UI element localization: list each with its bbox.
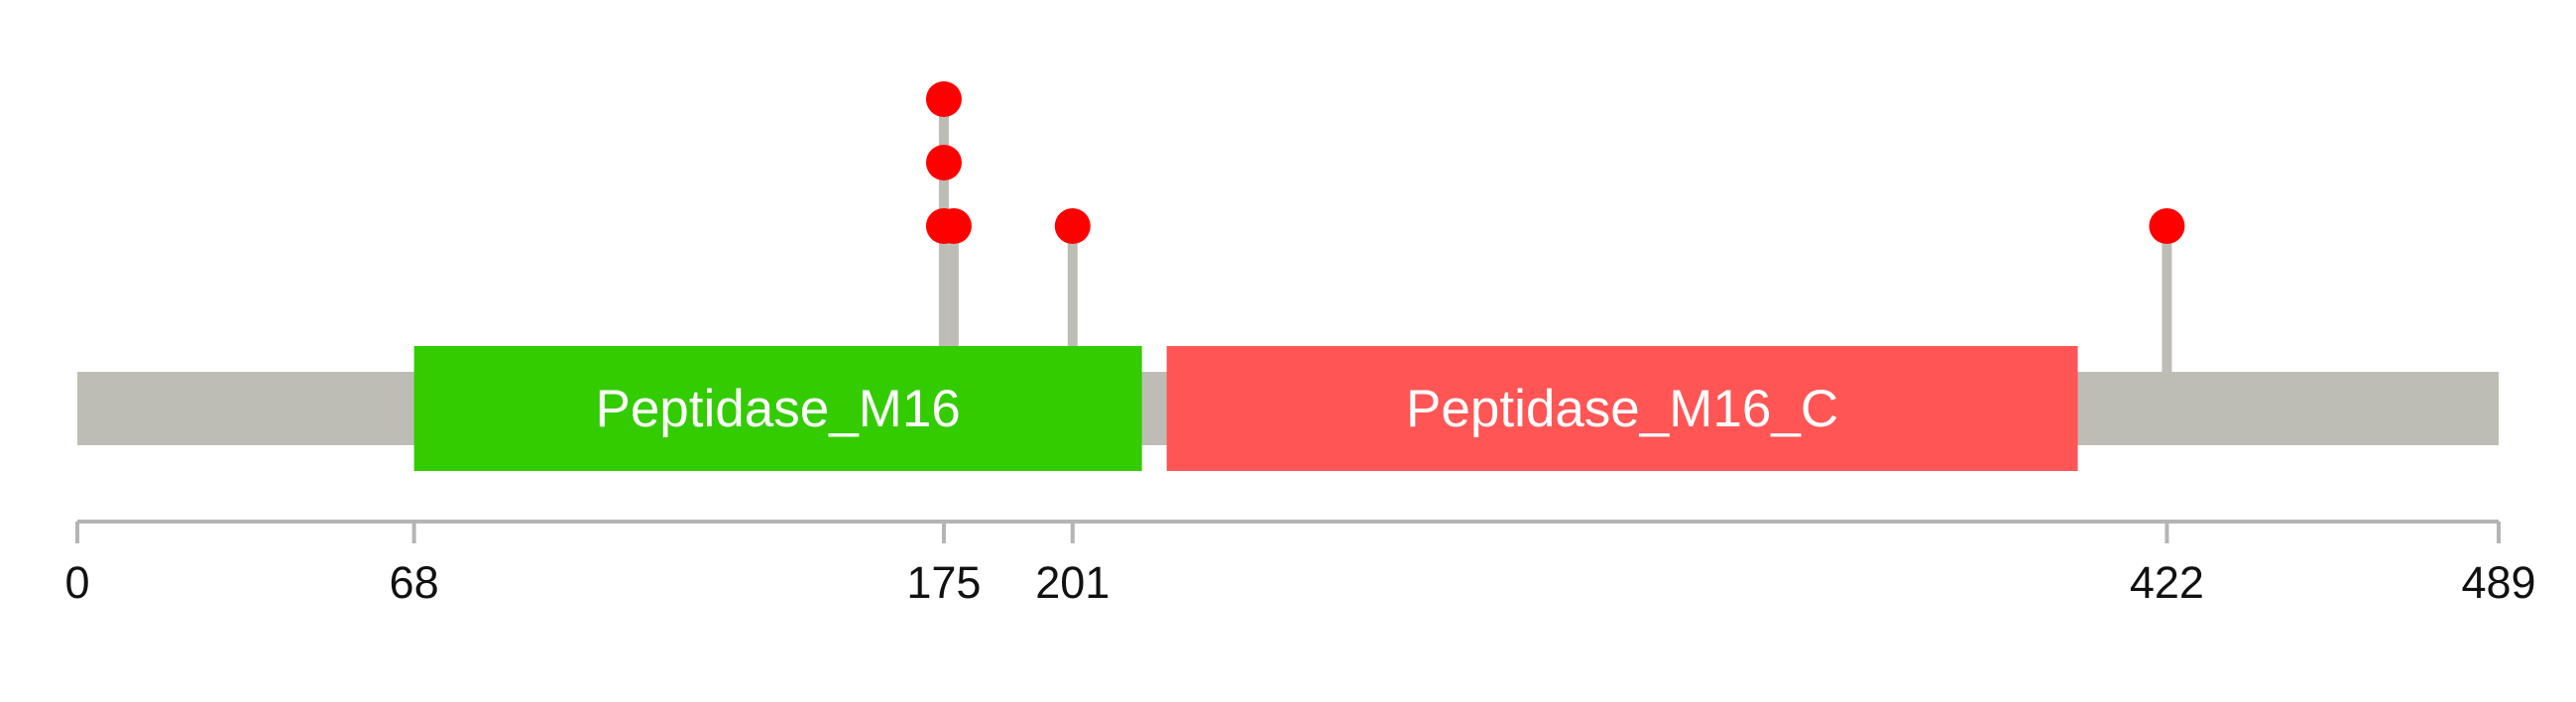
axis-tick-label: 201 (1035, 557, 1110, 608)
position-axis: 0 68 175 201 422 489 (64, 520, 2536, 608)
mutation-marker (2149, 208, 2185, 244)
mutation-marker-layer (925, 81, 2185, 244)
domain-label: Peptidase_M16_C (1406, 380, 1838, 438)
domain-label: Peptidase_M16 (595, 380, 960, 438)
mutation-stem-layer (938, 99, 2172, 372)
axis-tick-label: 68 (390, 557, 439, 608)
mutation-marker (1054, 208, 1091, 244)
mutation-stem (2162, 226, 2172, 372)
domain-block (1166, 346, 2078, 471)
domain-layer: Peptidase_M16 Peptidase_M16_C (413, 346, 2078, 471)
axis-tick-label: 0 (64, 557, 89, 608)
mutation-marker (925, 81, 962, 117)
mutation-stem (948, 226, 959, 372)
axis-tick-label: 489 (2461, 557, 2535, 608)
mutation-marker (925, 145, 962, 180)
domain-block (413, 346, 1142, 471)
mutation-marker (935, 208, 972, 244)
axis-tick-label: 175 (906, 557, 981, 608)
mutation-stem (1067, 226, 1078, 372)
axis-tick-label: 422 (2130, 557, 2204, 608)
